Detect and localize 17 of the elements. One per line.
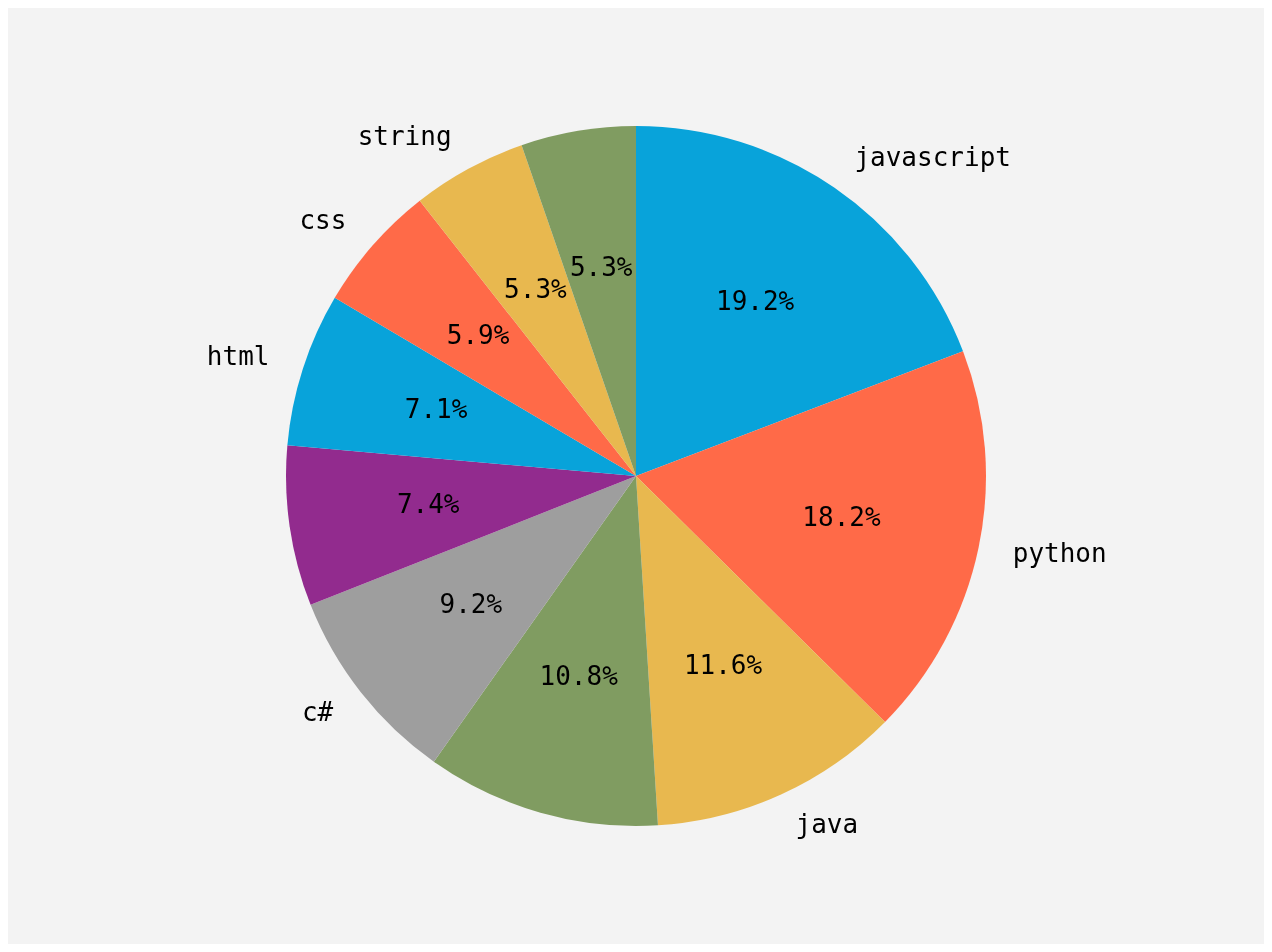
data-label: 5.3%	[504, 274, 568, 305]
data-label: 11.6%	[683, 649, 763, 680]
data-label: 9.2%	[439, 588, 503, 619]
slice-label: javascript	[854, 141, 1011, 172]
data-label: 5.9%	[446, 320, 510, 351]
slice-label: html	[206, 340, 270, 371]
data-label: 7.1%	[404, 394, 468, 425]
data-label: 19.2%	[715, 285, 795, 316]
slice-label: c#	[301, 696, 334, 727]
data-label: 7.4%	[396, 488, 460, 519]
data-label: 10.8%	[539, 660, 619, 691]
data-label: 5.3%	[569, 251, 633, 282]
slice-label: java	[795, 809, 859, 840]
slice-label: python	[1012, 538, 1107, 569]
slice-label: css	[299, 205, 347, 236]
slice-label: string	[357, 120, 452, 151]
data-label: 18.2%	[802, 501, 881, 532]
